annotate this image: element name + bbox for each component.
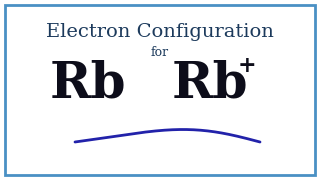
Text: Electron Configuration: Electron Configuration: [46, 23, 274, 41]
Text: Rb: Rb: [172, 60, 248, 109]
Text: for: for: [151, 46, 169, 58]
Text: Rb: Rb: [50, 60, 126, 109]
Text: +: +: [238, 55, 256, 77]
